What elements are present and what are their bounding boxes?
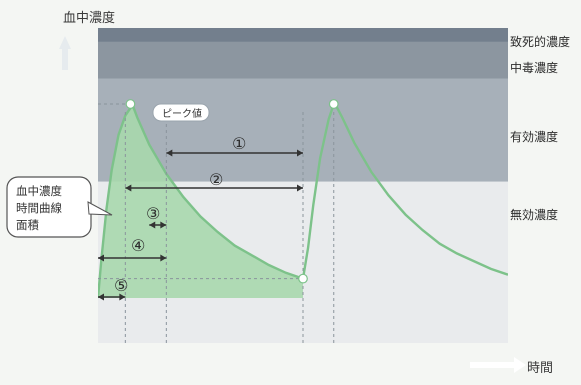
interval-arrow-right-1 [297, 149, 303, 157]
peak-label: ピーク値 [162, 107, 202, 120]
concentration-curve [98, 100, 508, 299]
x-axis-arrow-icon [470, 357, 526, 373]
interval-label-1: ① [232, 134, 246, 153]
interval-annotations: ①② ③④ ⑤ [98, 134, 303, 301]
band-0 [98, 28, 508, 42]
reference-lines [98, 103, 335, 343]
interval-arrow-right-5 [119, 293, 126, 301]
interval-arrow-left-3 [149, 221, 156, 229]
cmax-label: Cmax [60, 104, 83, 113]
band-label-2: 有効濃度 [510, 129, 558, 144]
auc-label-line-2: 時間曲線 [16, 201, 62, 215]
interval-label-2: ② [209, 170, 223, 189]
band-label-0: 致死的濃度 [510, 34, 570, 49]
peak-callout: ピーク値 [152, 103, 210, 122]
curve-marker-0 [125, 99, 136, 109]
band-label-1: 中毒濃度 [510, 60, 558, 75]
interval-label-3: ③ [146, 204, 160, 223]
x-tick-20: 20 [434, 349, 446, 359]
interval-arrow-left-4 [98, 254, 104, 262]
curve-markers [125, 99, 339, 284]
interval-label-4: ④ [131, 236, 145, 255]
interval-label-5: ⑤ [114, 276, 128, 295]
auc-label-line-1: 血中濃度 [16, 184, 62, 198]
x-tick-4: 4 [163, 349, 169, 359]
x-axis-label: 時間 [527, 361, 553, 376]
auc-callout: 血中濃度 時間曲線 面積 [6, 176, 113, 238]
interval-arrow-right-2 [297, 184, 303, 192]
auc-area [98, 104, 303, 298]
interval-arrow-left-2 [125, 184, 132, 192]
cmin-label: Cmin [66, 290, 87, 299]
interval-arrow-right-3 [160, 221, 167, 229]
x-tick-8: 8 [232, 349, 238, 359]
x-axis-ticks: 0 4 8 12 16 20 24 [95, 349, 514, 359]
x-tick-16: 16 [366, 349, 378, 359]
band-label-3: 無効濃度 [510, 207, 558, 222]
interval-arrow-right-4 [160, 254, 167, 262]
y-axis-arrow-icon [59, 36, 71, 70]
x-tick-24: 24 [502, 349, 514, 359]
curve-marker-1 [328, 99, 339, 109]
auc-label-line-3: 面積 [16, 218, 39, 232]
y-axis-label: 血中濃度 [63, 10, 115, 26]
interval-arrow-left-1 [166, 149, 173, 157]
x-tick-0: 0 [95, 349, 101, 359]
x-tick-12: 12 [297, 349, 308, 359]
band-1 [98, 41, 508, 79]
curve-marker-2 [298, 273, 308, 284]
interval-arrow-left-5 [98, 293, 104, 301]
